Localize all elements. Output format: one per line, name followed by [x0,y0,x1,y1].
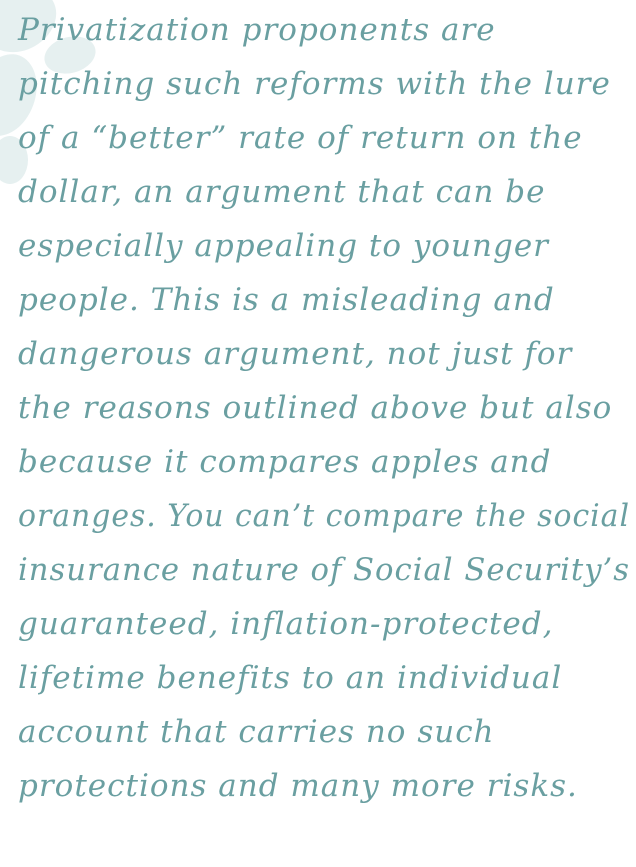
document: Privatization proponents are pitching suc… [0,0,636,867]
text-line: dollar, an argument that can be [18,174,545,210]
text-line: because it compares apples and [18,444,552,480]
text-line: people. This is a misleading and [18,282,555,318]
text-line: Privatization proponents are [17,12,496,48]
page: Privatization proponents are pitching suc… [0,0,636,867]
text-line: dangerous argument, not just for [18,336,574,372]
text-line: the reasons outlined above but also [18,390,612,426]
paragraph: Privatization proponents are pitching suc… [17,12,630,804]
text-line: oranges. You can’t compare the social [18,498,630,534]
text-line: pitching such reforms with the lure [18,66,611,102]
text-line: insurance nature of Social Security’s [18,552,630,588]
text-line: especially appealing to younger [18,228,550,264]
text-line: protections and many more risks. [18,768,578,804]
text-line: lifetime benefits to an individual [18,660,562,696]
text-line: account that carries no such [18,714,495,750]
text-line: of a “better” rate of return on the [18,120,583,156]
text-line: guaranteed, inflation-protected, [18,606,553,642]
